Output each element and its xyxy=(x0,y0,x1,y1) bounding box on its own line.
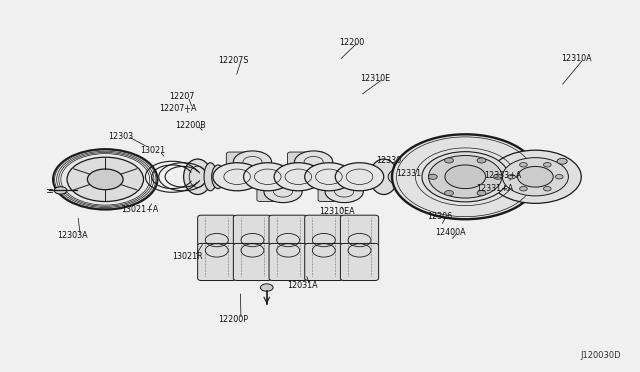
Text: 12331: 12331 xyxy=(396,169,422,177)
FancyBboxPatch shape xyxy=(227,152,263,167)
Circle shape xyxy=(490,150,581,203)
Text: 12303: 12303 xyxy=(108,132,134,141)
Text: 12200P: 12200P xyxy=(218,315,248,324)
Circle shape xyxy=(428,174,437,179)
Text: 12207S: 12207S xyxy=(218,56,248,65)
Circle shape xyxy=(543,163,551,167)
Circle shape xyxy=(493,174,502,179)
Text: 12031A: 12031A xyxy=(287,281,317,290)
Ellipse shape xyxy=(204,163,217,191)
Circle shape xyxy=(325,180,364,203)
FancyBboxPatch shape xyxy=(234,243,271,280)
FancyBboxPatch shape xyxy=(318,187,355,202)
Text: 12310EA: 12310EA xyxy=(319,206,355,216)
Circle shape xyxy=(392,134,539,219)
Text: 12207+A: 12207+A xyxy=(159,104,197,113)
Text: 12303A: 12303A xyxy=(58,231,88,240)
Circle shape xyxy=(502,158,568,196)
Text: 12333+A: 12333+A xyxy=(484,171,522,180)
Circle shape xyxy=(274,163,323,191)
Circle shape xyxy=(556,174,563,179)
Text: 12310A: 12310A xyxy=(561,54,591,63)
FancyBboxPatch shape xyxy=(269,215,307,246)
Circle shape xyxy=(508,174,515,179)
FancyBboxPatch shape xyxy=(234,215,271,246)
Ellipse shape xyxy=(370,159,397,195)
Circle shape xyxy=(445,165,486,189)
Circle shape xyxy=(264,180,302,203)
Text: 12207: 12207 xyxy=(169,92,195,101)
Text: 12200: 12200 xyxy=(339,38,364,46)
Circle shape xyxy=(213,163,261,191)
Circle shape xyxy=(54,187,67,194)
Text: 12400A: 12400A xyxy=(435,228,465,237)
Text: J120030D: J120030D xyxy=(580,351,621,360)
FancyBboxPatch shape xyxy=(257,187,294,202)
Circle shape xyxy=(335,163,384,191)
Circle shape xyxy=(518,166,553,187)
FancyBboxPatch shape xyxy=(305,243,343,280)
Circle shape xyxy=(234,151,271,173)
Text: 12310E: 12310E xyxy=(360,74,390,83)
FancyBboxPatch shape xyxy=(287,152,324,167)
Text: 12331+A: 12331+A xyxy=(476,185,513,193)
Text: 13021R: 13021R xyxy=(172,251,203,261)
Circle shape xyxy=(445,190,454,196)
FancyBboxPatch shape xyxy=(340,215,379,246)
FancyBboxPatch shape xyxy=(198,215,236,246)
Circle shape xyxy=(305,163,353,191)
Circle shape xyxy=(388,167,420,186)
Circle shape xyxy=(543,186,551,191)
Circle shape xyxy=(53,149,157,210)
Circle shape xyxy=(557,158,567,164)
FancyBboxPatch shape xyxy=(340,243,379,280)
FancyBboxPatch shape xyxy=(198,243,236,280)
Circle shape xyxy=(88,169,123,190)
FancyBboxPatch shape xyxy=(305,215,343,246)
Circle shape xyxy=(477,158,486,163)
Circle shape xyxy=(520,163,527,167)
Ellipse shape xyxy=(212,165,225,189)
Circle shape xyxy=(429,155,502,198)
Circle shape xyxy=(67,157,143,202)
Text: 12330: 12330 xyxy=(376,156,401,166)
Circle shape xyxy=(477,190,486,196)
FancyBboxPatch shape xyxy=(269,243,307,280)
Circle shape xyxy=(422,152,509,202)
Ellipse shape xyxy=(184,159,212,195)
Circle shape xyxy=(260,284,273,291)
Text: 12306: 12306 xyxy=(427,212,452,221)
Circle shape xyxy=(445,158,454,163)
Circle shape xyxy=(244,163,292,191)
Circle shape xyxy=(520,186,527,191)
Text: 13021: 13021 xyxy=(140,147,165,155)
Circle shape xyxy=(294,151,333,173)
Text: 13021+A: 13021+A xyxy=(121,205,159,215)
Text: 12200B: 12200B xyxy=(175,121,205,129)
